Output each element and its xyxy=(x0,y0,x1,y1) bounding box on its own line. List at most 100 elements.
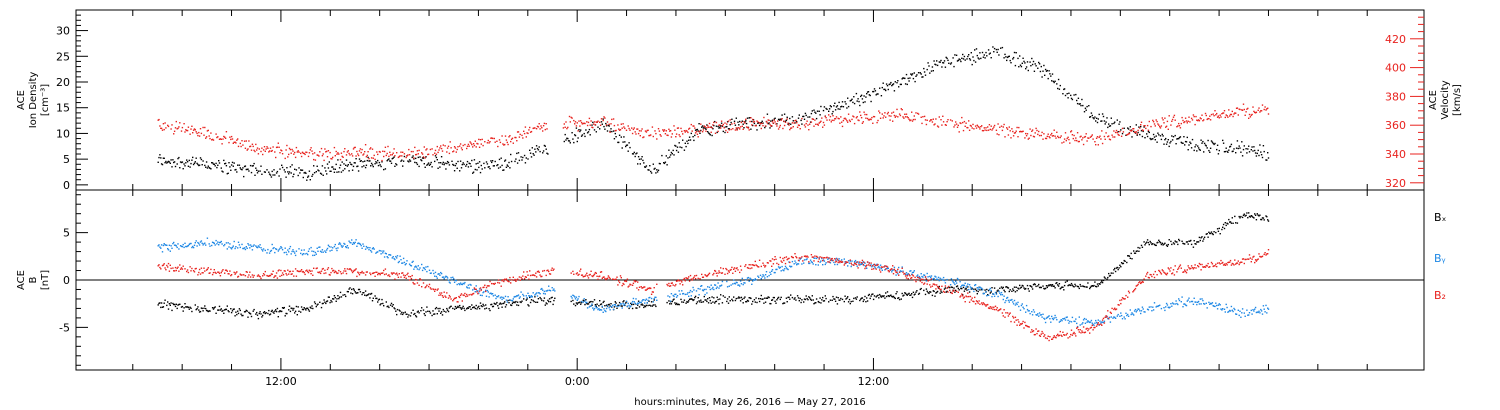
density-point xyxy=(811,110,813,112)
bx-point xyxy=(709,299,711,302)
bx-point xyxy=(352,288,355,290)
density-point xyxy=(672,149,674,152)
density-point xyxy=(241,169,243,171)
density-point xyxy=(696,128,699,131)
by-point xyxy=(1206,307,1208,309)
by-point xyxy=(248,244,250,246)
velocity-point xyxy=(331,158,333,160)
velocity-point xyxy=(796,126,799,128)
by-point xyxy=(408,263,411,265)
bx-point xyxy=(1197,241,1199,243)
velocity-point xyxy=(285,149,287,151)
density-point xyxy=(427,163,429,165)
by-point xyxy=(211,244,213,247)
by-point xyxy=(1006,297,1008,299)
density-point xyxy=(297,174,299,177)
by-point xyxy=(827,258,829,260)
by-point xyxy=(803,262,805,264)
velocity-point xyxy=(372,157,374,159)
velocity-point xyxy=(692,125,694,127)
velocity-point xyxy=(663,129,666,131)
by-point xyxy=(815,257,818,260)
bz-point xyxy=(195,267,197,270)
density-point xyxy=(987,49,990,51)
by-point xyxy=(491,293,494,295)
density-point xyxy=(958,58,960,60)
by-point xyxy=(481,294,483,297)
by-point xyxy=(695,290,698,292)
bx-point xyxy=(338,297,340,300)
velocity-point xyxy=(964,125,966,127)
velocity-point xyxy=(846,120,848,122)
density-point xyxy=(1111,123,1113,125)
velocity-point xyxy=(1064,132,1067,134)
bx-point xyxy=(1029,285,1031,287)
density-point xyxy=(1127,127,1129,129)
bx-point xyxy=(225,308,228,311)
bx-point xyxy=(637,304,639,306)
density-point xyxy=(859,104,861,107)
bx-point xyxy=(602,301,604,304)
by-point xyxy=(1089,321,1091,324)
by-point xyxy=(494,294,496,296)
velocity-point xyxy=(286,144,288,147)
density-point xyxy=(1216,148,1218,151)
by-point xyxy=(1177,303,1179,306)
bx-point xyxy=(324,301,326,303)
by-point xyxy=(545,290,547,292)
by-point xyxy=(1013,299,1016,302)
bx-point xyxy=(928,292,930,295)
bx-point xyxy=(1089,287,1091,290)
bx-point xyxy=(186,306,188,308)
by-point xyxy=(812,263,814,265)
velocity-point xyxy=(1134,131,1137,133)
by-point xyxy=(690,295,692,297)
bx-point xyxy=(927,291,929,294)
bx-point xyxy=(183,307,185,309)
density-point xyxy=(1202,140,1204,143)
velocity-point xyxy=(317,154,319,156)
velocity-point xyxy=(983,127,985,129)
density-point xyxy=(656,171,659,173)
density-point xyxy=(643,162,645,164)
by-point xyxy=(424,268,426,271)
by-point xyxy=(1062,318,1064,320)
bz-point xyxy=(432,288,434,290)
density-point xyxy=(248,170,250,172)
by-point xyxy=(212,242,215,244)
by-point xyxy=(873,266,876,268)
velocity-point xyxy=(639,135,641,137)
density-point xyxy=(1141,135,1144,138)
velocity-point xyxy=(466,145,469,147)
bx-point xyxy=(648,300,650,302)
bz-point xyxy=(339,271,342,273)
by-point xyxy=(416,268,419,270)
velocity-point xyxy=(193,128,196,130)
bz-point xyxy=(442,296,444,298)
density-point xyxy=(717,125,719,128)
density-point xyxy=(345,159,348,161)
density-point xyxy=(228,162,230,164)
by-point xyxy=(338,242,341,244)
by-point xyxy=(736,281,738,284)
velocity-point xyxy=(1238,108,1240,110)
velocity-point xyxy=(825,117,827,119)
velocity-point xyxy=(324,148,326,150)
velocity-point xyxy=(427,153,430,155)
density-point xyxy=(368,160,370,162)
velocity-point xyxy=(1141,129,1144,131)
bx-point xyxy=(811,295,813,297)
density-point xyxy=(748,117,750,119)
density-point xyxy=(205,161,208,163)
velocity-point xyxy=(741,125,743,127)
by-point xyxy=(980,287,982,289)
density-point xyxy=(507,165,509,167)
bx-point xyxy=(956,285,959,287)
velocity-point xyxy=(664,133,667,135)
density-point xyxy=(517,152,520,154)
velocity-point xyxy=(1170,124,1172,126)
velocity-point xyxy=(401,155,403,157)
bz-point xyxy=(478,290,481,292)
bx-point xyxy=(439,307,441,310)
by-point xyxy=(336,249,338,252)
